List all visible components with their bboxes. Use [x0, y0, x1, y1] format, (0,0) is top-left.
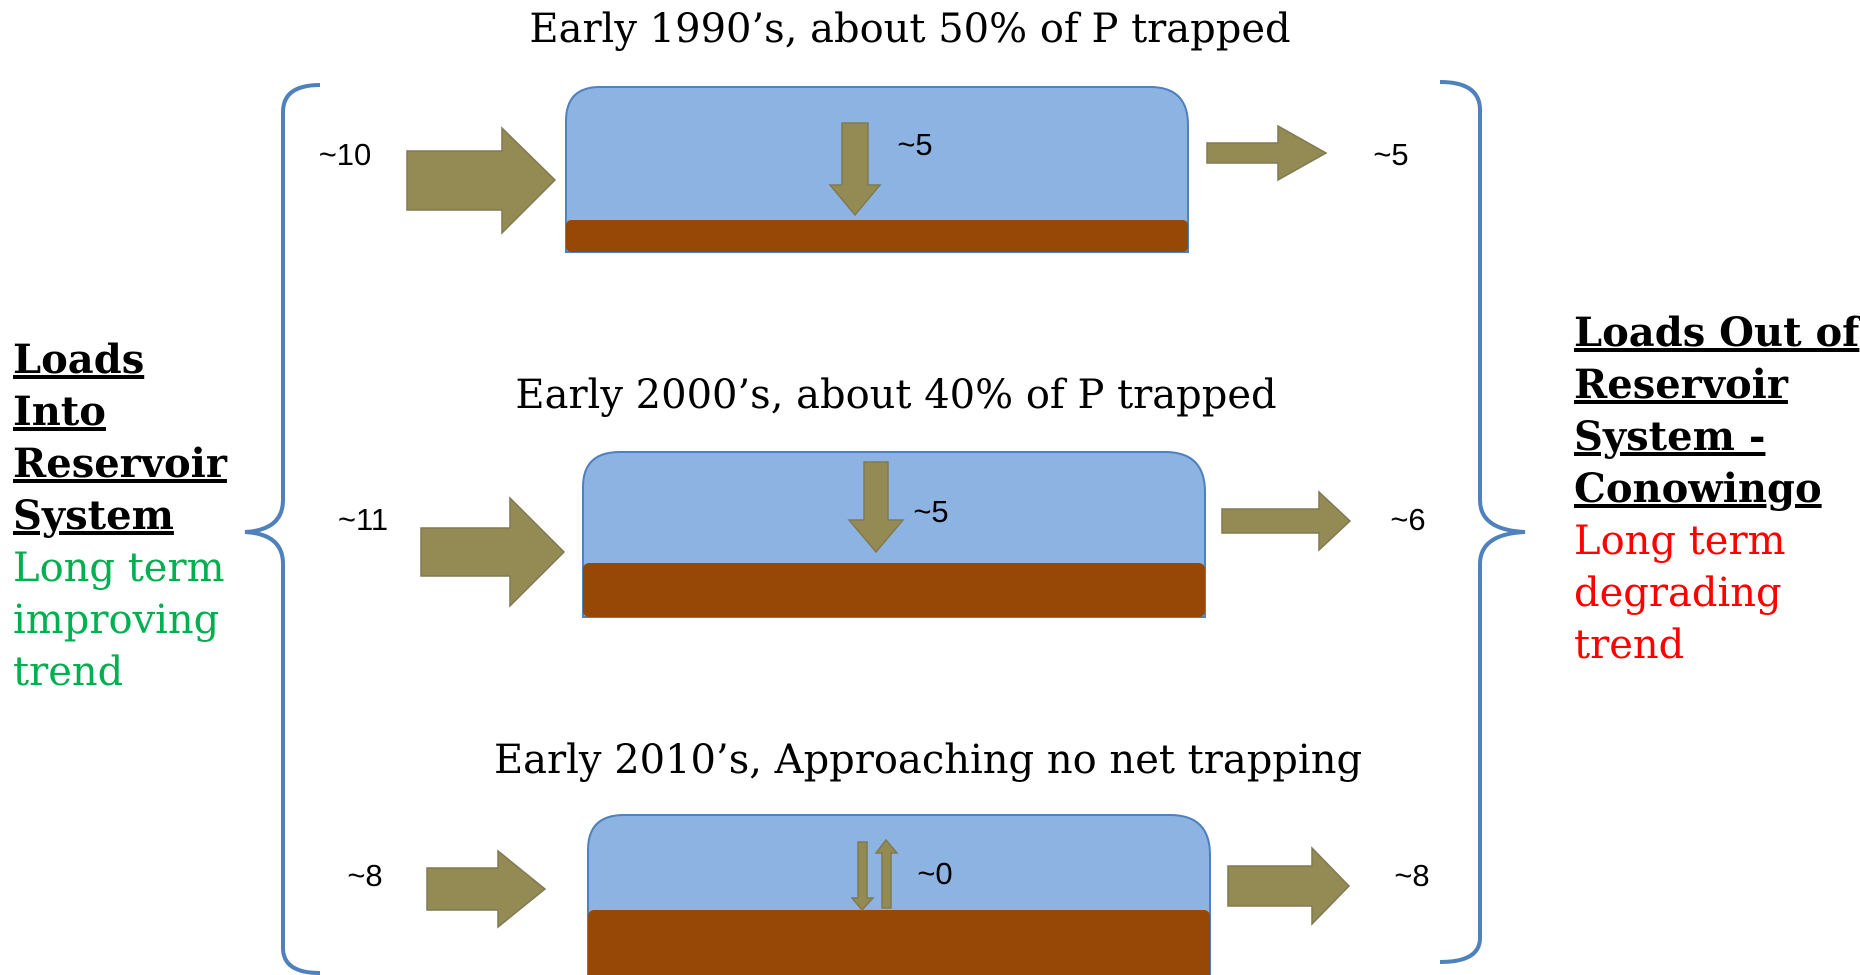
panel-2010s: Early 2010’s, Approaching no net trappin…	[347, 737, 1430, 975]
settling-arrow-down	[850, 841, 875, 912]
inflow-arrow	[420, 496, 566, 608]
panel-2000s: Early 2000’s, about 40% of P trapped ~11…	[338, 372, 1426, 618]
load-out-value: ~8	[1394, 858, 1429, 893]
settling-arrow-down	[847, 461, 905, 554]
outflow-arrow	[1206, 124, 1328, 182]
panel-title: Early 1990’s, about 50% of P trapped	[529, 6, 1290, 52]
trapped-value: ~0	[917, 856, 952, 891]
sediment-layer	[566, 220, 1188, 252]
panel-title: Early 2000’s, about 40% of P trapped	[515, 372, 1276, 418]
right-label: Loads Out of Reservoir System - Conowing…	[1574, 307, 1859, 671]
inflow-arrow	[406, 126, 557, 235]
degrading-trend-text: Long term degrading trend	[1574, 518, 1786, 668]
improving-trend-text: Long term improving trend	[13, 545, 225, 695]
release-arrow-up	[874, 838, 899, 909]
load-out-value: ~5	[1373, 137, 1408, 172]
load-in-value: ~11	[338, 502, 388, 537]
load-in-value: ~8	[347, 858, 382, 893]
water-body	[565, 86, 1189, 253]
trapped-value: ~5	[897, 127, 932, 162]
load-out-value: ~6	[1390, 502, 1425, 537]
load-in-value: ~10	[319, 137, 372, 172]
outflow-arrow	[1221, 490, 1352, 552]
outflow-arrow	[1227, 846, 1351, 926]
loads-out-heading: Loads Out of Reservoir System - Conowing…	[1574, 309, 1860, 512]
loads-in-heading: Loads Into Reservoir System	[13, 336, 227, 539]
settling-arrow-down	[828, 122, 882, 217]
sediment-layer	[588, 910, 1210, 975]
left-label: Loads Into Reservoir System Long term im…	[13, 334, 227, 698]
trapped-value: ~5	[913, 494, 948, 529]
panel-title: Early 2010’s, Approaching no net trappin…	[494, 737, 1362, 783]
panel-1990s: Early 1990’s, about 50% of P trapped ~10…	[319, 6, 1409, 253]
right-bracket	[1439, 80, 1526, 964]
sediment-layer	[583, 563, 1205, 617]
inflow-arrow	[426, 849, 547, 929]
left-bracket	[244, 83, 321, 975]
